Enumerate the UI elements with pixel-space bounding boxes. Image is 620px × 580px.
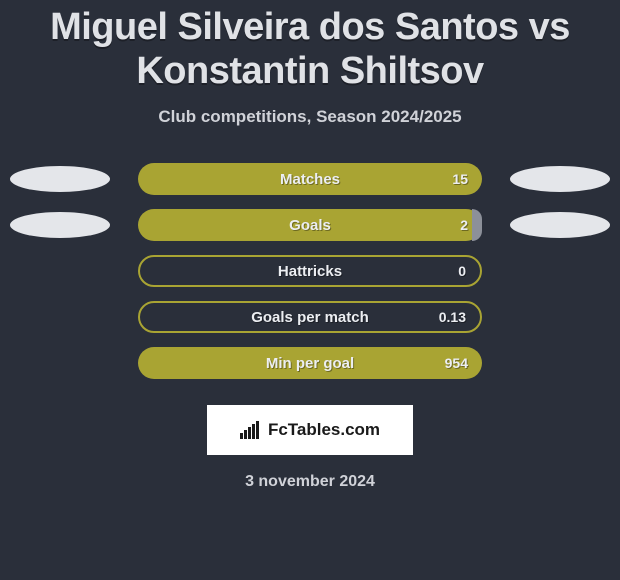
logo-box: FcTables.com [207, 405, 413, 455]
bar-slot: Matches 15 [130, 163, 490, 195]
stat-label: Matches [280, 171, 340, 188]
right-ellipse [510, 166, 610, 192]
stat-label: Min per goal [266, 355, 354, 372]
stat-bar: Goals per match 0.13 [138, 301, 482, 333]
stat-row: Goals per match 0.13 [10, 301, 610, 333]
stat-row: Hattricks 0 [10, 255, 610, 287]
left-ellipse [10, 166, 110, 192]
right-ellipse [510, 212, 610, 238]
bar-slot: Goals 2 [130, 209, 490, 241]
stat-bar: Matches 15 [138, 163, 482, 195]
left-ellipse [10, 212, 110, 238]
stat-bar: Hattricks 0 [138, 255, 482, 287]
stat-row: Goals 2 [10, 209, 610, 241]
bars-icon [240, 421, 262, 439]
stat-label: Hattricks [278, 263, 342, 280]
stat-row: Min per goal 954 [10, 347, 610, 379]
stat-label: Goals [289, 217, 331, 234]
stat-value: 2 [460, 217, 468, 233]
subtitle: Club competitions, Season 2024/2025 [0, 107, 620, 127]
date-text: 3 november 2024 [0, 473, 620, 491]
stat-value: 954 [445, 355, 468, 371]
bar-slot: Hattricks 0 [130, 255, 490, 287]
bar-slot: Goals per match 0.13 [130, 301, 490, 333]
stat-bar: Goals 2 [138, 209, 482, 241]
stat-value: 15 [452, 171, 468, 187]
logo-text: FcTables.com [268, 420, 380, 440]
page-title: Miguel Silveira dos Santos vs Konstantin… [0, 0, 620, 93]
stat-rows: Matches 15 Goals 2 Hattricks 0 Goals per match… [0, 163, 620, 379]
stat-bar: Min per goal 954 [138, 347, 482, 379]
stat-value: 0.13 [439, 309, 466, 325]
stat-value: 0 [458, 263, 466, 279]
stat-row: Matches 15 [10, 163, 610, 195]
stat-label: Goals per match [251, 309, 369, 326]
bar-slot: Min per goal 954 [130, 347, 490, 379]
bar-alt-fill [472, 209, 482, 241]
